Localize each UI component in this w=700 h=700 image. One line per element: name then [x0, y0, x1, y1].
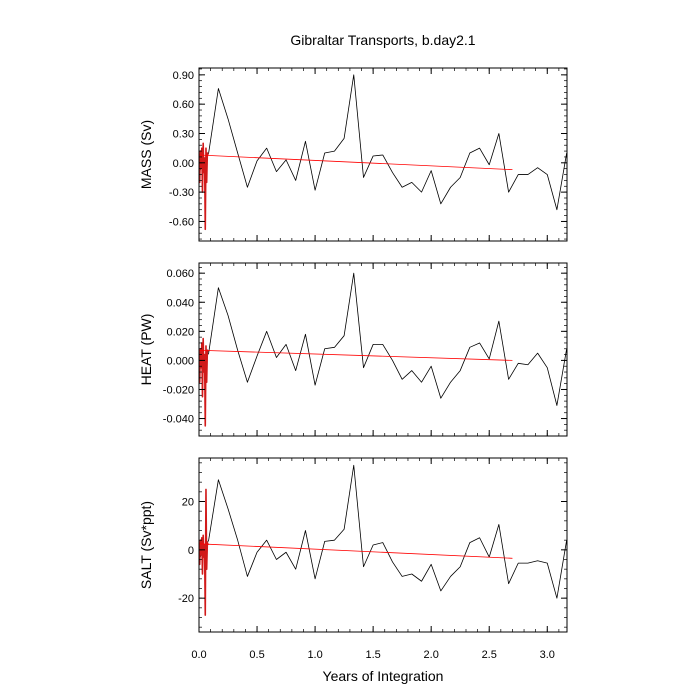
heat-spinup-line	[199, 337, 209, 427]
salt-ytick-label: 0	[188, 545, 194, 557]
x-tick-label: 0.0	[191, 649, 206, 661]
mass-ytick-label: -0.60	[169, 216, 194, 228]
x-tick-label: 3.0	[540, 649, 555, 661]
salt-spinup-line	[199, 488, 209, 616]
x-tick-label: 1.5	[365, 649, 380, 661]
salt-series-group	[199, 464, 567, 616]
x-axis-label: Years of Integration	[323, 668, 444, 684]
mass-ytick-label: -0.30	[169, 187, 194, 199]
mass-y-axis-label: MASS (Sv)	[138, 120, 154, 189]
mass-frame	[198, 67, 568, 242]
salt-series-line	[199, 464, 567, 599]
salt-frame	[198, 457, 568, 633]
heat-ytick-label: 0.060	[166, 268, 194, 280]
mass-ytick-label: 0.00	[173, 158, 194, 170]
salt-trend-line	[199, 543, 513, 559]
panel-salt: -20 0 20 SALT (Sv*ppt) 0.0 0.5 1.0 1.5 2.0 2.5 3.0	[138, 457, 568, 661]
heat-trend-line	[199, 349, 513, 361]
mass-ytick-label: 0.90	[173, 70, 194, 82]
salt-ytick-label: 20	[182, 497, 194, 509]
x-tick-label: 1.0	[307, 649, 322, 661]
panel-mass: -0.60 -0.30 0.00 0.30 0.60 0.90 MASS (Sv)	[138, 67, 568, 242]
x-tick-label: 2.5	[482, 649, 497, 661]
mass-series-line	[199, 74, 567, 211]
heat-frame	[198, 262, 568, 437]
mass-ytick-label: 0.60	[173, 99, 194, 111]
mass-series-group	[199, 74, 567, 231]
mass-spinup-line	[199, 142, 209, 231]
mass-ytick-label: 0.30	[173, 128, 194, 140]
salt-y-axis-label: SALT (Sv*ppt)	[138, 501, 154, 589]
heat-series-group	[199, 272, 567, 427]
panel-heat: -0.040 -0.020 0.000 0.020 0.040 0.060 HEAT (PW…	[138, 262, 568, 437]
chart-title: Gibraltar Transports, b.day2.1	[290, 32, 475, 48]
heat-ytick-label: -0.040	[163, 414, 194, 426]
salt-ytick-label: -20	[178, 593, 194, 605]
mass-trend-line	[199, 154, 513, 171]
heat-ytick-label: 0.000	[166, 355, 194, 367]
x-tick-label: 2.0	[424, 649, 439, 661]
heat-ytick-label: 0.020	[166, 326, 194, 338]
heat-series-line	[199, 272, 567, 406]
heat-ytick-label: -0.020	[163, 384, 194, 396]
heat-ytick-label: 0.040	[166, 297, 194, 309]
x-tick-label: 0.5	[249, 649, 264, 661]
heat-y-axis-label: HEAT (PW)	[138, 314, 154, 386]
